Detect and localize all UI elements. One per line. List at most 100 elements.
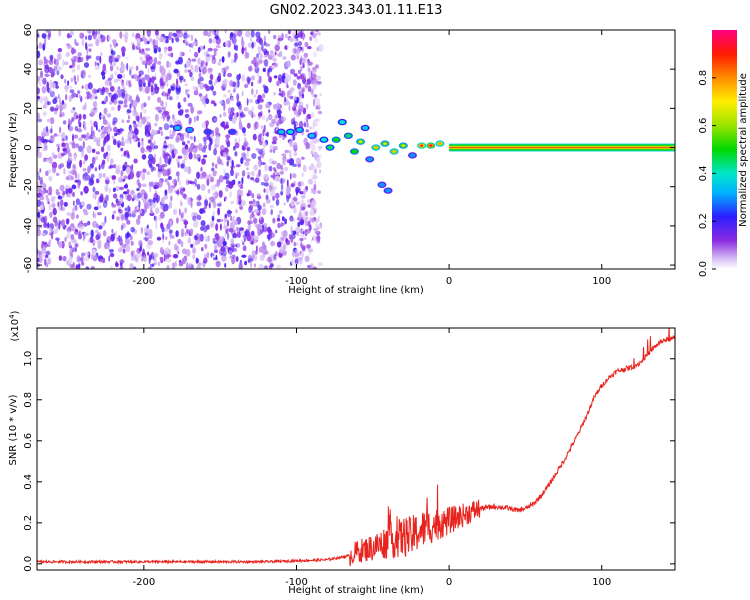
noise-speckle	[145, 116, 151, 120]
noise-speckle	[312, 151, 318, 159]
noise-speckle	[200, 85, 202, 89]
signal-blob	[366, 157, 373, 162]
noise-speckle	[44, 254, 49, 258]
colorbar-label: Normalized spectral amplitude	[738, 73, 749, 227]
noise-speckle	[154, 86, 160, 91]
noise-speckle	[160, 53, 163, 57]
noise-speckle	[300, 194, 306, 199]
noise-speckle	[57, 47, 63, 53]
noise-speckle	[119, 265, 124, 269]
noise-speckle	[192, 85, 197, 91]
noise-speckle	[55, 85, 59, 89]
noise-speckle	[77, 52, 82, 57]
signal-blob	[229, 129, 236, 134]
noise-speckle	[37, 50, 41, 59]
noise-speckle	[304, 255, 310, 263]
noise-speckle	[47, 201, 50, 205]
noise-speckle	[83, 122, 87, 126]
noise-speckle	[212, 170, 217, 177]
noise-speckle	[94, 96, 98, 100]
noise-speckle	[57, 201, 60, 207]
noise-speckle	[314, 168, 317, 175]
noise-speckle	[71, 59, 76, 68]
noise-speckle	[64, 237, 67, 242]
noise-speckle	[57, 133, 61, 137]
noise-speckle	[296, 96, 299, 102]
noise-speckle	[238, 180, 241, 185]
noise-speckle	[184, 68, 188, 73]
noise-speckle	[141, 140, 144, 147]
noise-speckle	[219, 223, 222, 231]
noise-speckle	[247, 171, 251, 176]
noise-speckle	[188, 263, 193, 269]
noise-speckle	[231, 179, 234, 188]
noise-speckle	[194, 38, 197, 42]
noise-speckle	[185, 109, 189, 113]
noise-speckle	[134, 206, 138, 214]
noise-speckle	[223, 102, 226, 110]
noise-speckle	[234, 172, 240, 177]
noise-speckle	[141, 77, 146, 84]
noise-speckle	[227, 72, 232, 78]
noise-speckle	[313, 51, 317, 58]
noise-speckle	[214, 30, 216, 36]
noise-speckle	[279, 90, 283, 95]
noise-speckle	[187, 140, 190, 144]
noise-speckle	[55, 188, 60, 196]
noise-speckle	[158, 126, 162, 131]
noise-speckle	[297, 181, 302, 187]
noise-speckle	[147, 266, 152, 269]
noise-speckle	[250, 75, 256, 81]
noise-speckle	[270, 232, 275, 238]
noise-speckle	[104, 176, 110, 181]
noise-speckle	[272, 172, 276, 180]
noise-speckle	[109, 101, 113, 105]
noise-speckle	[316, 46, 320, 52]
noise-speckle	[129, 68, 132, 76]
noise-speckle	[131, 168, 134, 175]
noise-speckle	[73, 154, 77, 162]
noise-speckle	[193, 90, 199, 96]
noise-speckle	[304, 116, 308, 122]
noise-speckle	[59, 110, 62, 117]
y-tick-label: 0.0	[23, 556, 34, 572]
noise-speckle	[317, 161, 322, 168]
noise-speckle	[307, 204, 311, 208]
colorbar-gradient	[712, 30, 737, 269]
noise-speckle	[219, 114, 222, 118]
noise-speckle	[65, 218, 70, 225]
noise-speckle	[71, 225, 77, 232]
noise-speckle	[250, 37, 252, 43]
noise-speckle	[316, 138, 320, 143]
signal-blob	[287, 129, 294, 134]
noise-speckle	[205, 194, 208, 201]
chart-title: GN02.2023.343.01.11.E13	[270, 3, 443, 18]
noise-speckle	[193, 220, 199, 228]
noise-speckle	[221, 56, 225, 63]
noise-speckle	[187, 197, 191, 205]
noise-speckle	[310, 239, 313, 243]
noise-speckle	[255, 250, 258, 255]
noise-speckle	[229, 255, 233, 259]
noise-speckle	[89, 120, 93, 125]
noise-speckle	[194, 182, 197, 187]
noise-speckle	[125, 93, 128, 101]
noise-speckle	[246, 146, 251, 152]
noise-speckle	[77, 74, 79, 83]
noise-speckle	[289, 215, 294, 222]
noise-speckle	[99, 55, 102, 64]
noise-speckle	[83, 185, 89, 194]
noise-speckle	[238, 120, 242, 128]
noise-speckle	[180, 228, 185, 235]
noise-speckle	[205, 61, 208, 66]
noise-speckle	[48, 169, 51, 173]
noise-speckle	[151, 157, 156, 165]
noise-speckle	[126, 231, 130, 239]
noise-speckle	[58, 96, 62, 105]
noise-speckle	[119, 262, 123, 267]
colorbar-tick-label: 0.4	[698, 165, 709, 181]
noise-speckle	[87, 220, 91, 226]
noise-speckle	[113, 163, 116, 169]
noise-speckle	[268, 30, 271, 34]
noise-speckle	[53, 107, 59, 112]
